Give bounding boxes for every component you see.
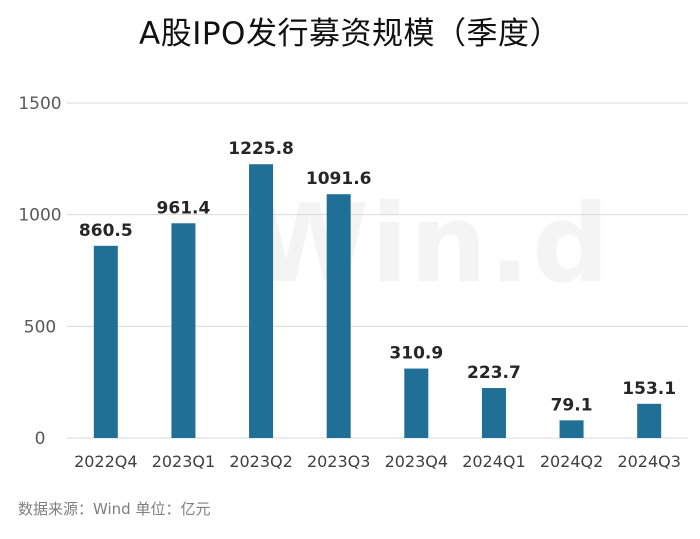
data-label: 153.1	[622, 379, 676, 399]
bar	[637, 403, 662, 438]
data-label: 310.9	[389, 344, 443, 364]
bar	[481, 388, 506, 438]
bar	[326, 194, 351, 438]
data-labels: 860.5 961.4 1225.8 1091.6 310.9 223.7 79.1 153.…	[79, 139, 676, 415]
y-tick-label: 0	[35, 429, 46, 449]
bar	[404, 368, 429, 438]
data-label: 961.4	[157, 198, 211, 218]
bar	[249, 164, 274, 438]
y-tick-label: 1000	[18, 206, 61, 226]
y-tick-label: 500	[24, 317, 56, 337]
x-tick-label: 2024Q3	[617, 452, 681, 471]
data-label: 860.5	[79, 221, 133, 241]
data-label: 223.7	[467, 363, 521, 383]
source-note: 数据来源：Wind 单位：亿元	[18, 500, 211, 518]
bar	[559, 420, 584, 438]
x-axis-ticks: 2022Q4 2023Q1 2023Q2 2023Q3 2023Q4 2024Q1 2024…	[74, 452, 681, 471]
data-label: 1091.6	[306, 169, 372, 189]
y-tick-label: 1500	[18, 94, 61, 114]
bars	[93, 164, 662, 438]
x-tick-label: 2024Q1	[462, 452, 526, 471]
x-tick-label: 2023Q1	[152, 452, 216, 471]
x-tick-label: 2023Q2	[229, 452, 293, 471]
x-tick-label: 2023Q3	[307, 452, 371, 471]
chart-title: A股IPO发行募资规模（季度）	[139, 16, 561, 52]
x-tick-label: 2023Q4	[385, 452, 449, 471]
gridlines	[67, 102, 688, 439]
data-label: 1225.8	[228, 139, 294, 159]
x-tick-label: 2022Q4	[74, 452, 138, 471]
bar	[93, 245, 118, 438]
data-label: 79.1	[551, 395, 593, 415]
bar	[171, 223, 196, 438]
x-tick-label: 2024Q2	[540, 452, 604, 471]
y-axis-ticks: 0 500 1000 1500	[18, 94, 61, 449]
watermark-text: Win.d	[250, 182, 612, 307]
